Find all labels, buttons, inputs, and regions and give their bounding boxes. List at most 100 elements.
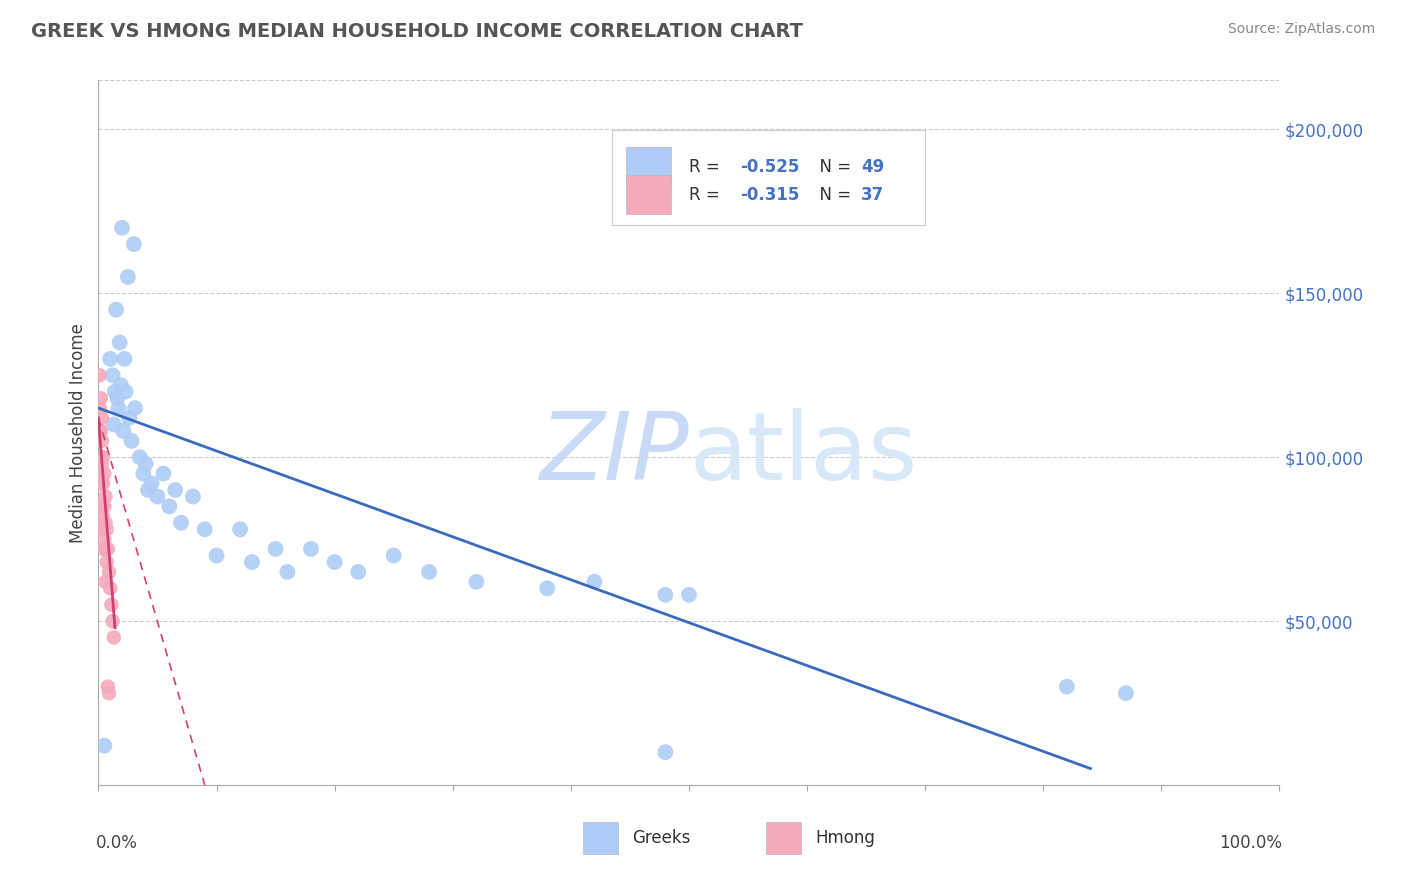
Point [96,522,118,536]
Text: atlas: atlas [689,408,917,500]
Point [94,574,117,589]
Point [181,490,204,504]
Point [205,549,228,563]
Point [89,467,111,481]
Point [678,588,700,602]
Text: -0.525: -0.525 [740,158,799,176]
Text: -0.315: -0.315 [740,186,799,203]
Point [276,565,298,579]
Point [112,351,135,366]
Point [91,476,114,491]
Point [108,335,131,350]
Point [89,424,111,438]
Point [91,522,114,536]
Text: 100.0%: 100.0% [1219,834,1282,852]
Text: Greeks: Greeks [633,829,690,847]
Point [194,522,217,536]
Bar [626,147,671,186]
Point [101,368,124,383]
Bar [582,822,619,854]
Point [91,476,114,491]
Point [132,467,155,481]
Point [93,467,115,481]
Point [89,368,111,383]
Point [141,476,163,491]
Bar [766,822,801,854]
Point [152,467,174,481]
Point [93,500,115,514]
Point [299,541,322,556]
Point [583,574,606,589]
Point [100,598,122,612]
Point [90,500,112,514]
Text: 49: 49 [862,158,884,176]
Point [418,565,440,579]
Point [94,516,117,530]
Y-axis label: Median Household Income: Median Household Income [69,323,87,542]
Text: Source: ZipAtlas.com: Source: ZipAtlas.com [1227,22,1375,37]
Point [93,739,115,753]
Point [654,588,676,602]
Point [94,490,117,504]
Point [465,574,488,589]
Point [128,450,150,465]
Point [157,500,180,514]
Point [135,457,157,471]
Point [124,401,146,415]
Point [91,500,114,514]
Point [96,555,118,569]
Text: R =: R = [689,186,725,203]
Bar [626,176,671,214]
Point [90,450,112,465]
Point [94,541,117,556]
Point [89,401,111,415]
Point [114,384,136,399]
Point [264,541,287,556]
Point [90,424,112,438]
Point [90,476,112,491]
Point [103,417,125,432]
Text: N =: N = [810,158,856,176]
Point [382,549,405,563]
Point [110,378,132,392]
Text: 0.0%: 0.0% [96,834,138,852]
Point [91,541,114,556]
Point [1056,680,1078,694]
Point [101,614,124,628]
Text: 37: 37 [862,186,884,203]
Point [229,522,252,536]
Text: R =: R = [689,158,725,176]
Point [118,410,141,425]
Point [91,410,114,425]
Point [97,541,120,556]
Point [91,450,114,465]
Point [136,483,159,497]
Point [93,532,115,546]
Point [105,302,128,317]
Point [323,555,346,569]
Point [347,565,370,579]
Point [91,509,114,524]
Point [91,457,114,471]
Point [146,490,169,504]
Point [97,680,120,694]
Point [536,582,558,596]
Point [165,483,187,497]
Point [111,220,134,235]
Text: Hmong: Hmong [815,829,875,847]
Point [98,686,121,700]
Point [104,384,127,399]
Point [170,516,193,530]
Point [654,745,676,759]
Text: ZIP: ZIP [540,409,689,500]
Point [98,351,121,366]
Point [1115,686,1137,700]
Point [122,237,145,252]
Point [121,434,143,448]
Point [107,401,129,415]
Point [98,565,121,579]
Text: N =: N = [810,186,856,203]
Point [240,555,263,569]
FancyBboxPatch shape [612,129,925,225]
Point [112,424,135,438]
